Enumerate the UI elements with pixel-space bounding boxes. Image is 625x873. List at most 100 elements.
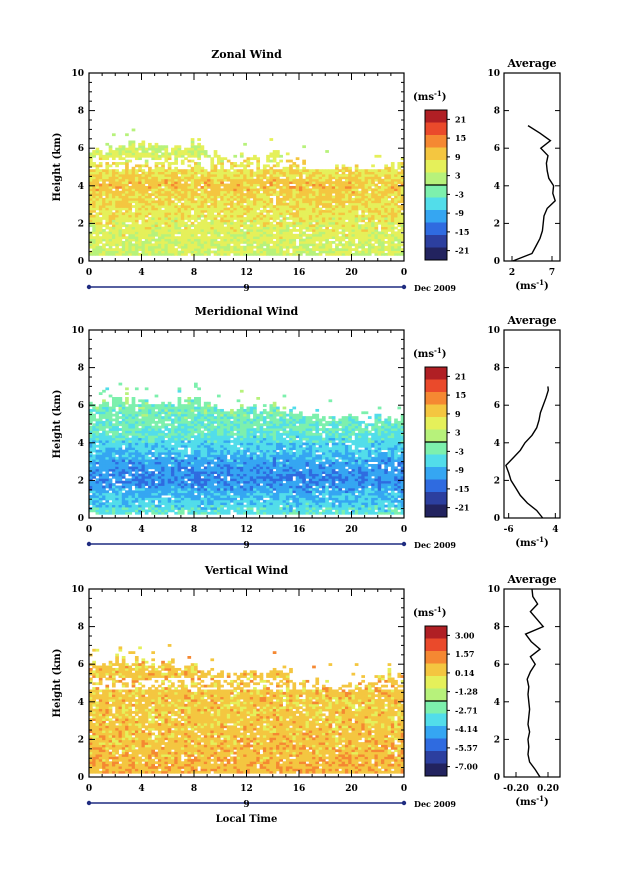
y-tick-label: 6: [78, 144, 84, 154]
average-x-tick-label: 2: [509, 268, 515, 278]
y-tick-label: 0: [78, 257, 84, 267]
x-tick-label: 0: [401, 268, 407, 278]
unit-label: (ms-1): [515, 278, 548, 292]
average-y-tick-label: 4: [494, 698, 500, 708]
unit-label: (ms-1): [413, 346, 446, 360]
panel-title: Meridional Wind: [195, 305, 299, 318]
y-tick-label: 2: [78, 735, 84, 745]
average-y-tick-label: 8: [494, 364, 500, 374]
average-line: [505, 386, 550, 519]
panel-title: Vertical Wind: [204, 564, 289, 577]
unit-label: (ms-1): [413, 605, 446, 619]
date-label: Dec 2009: [414, 283, 456, 293]
y-tick-label: 0: [78, 773, 84, 783]
average-title: Average: [506, 57, 556, 70]
colorbar-tick-label: -9: [455, 208, 464, 218]
y-tick-label: 8: [78, 364, 84, 374]
colorbar: (ms-1) 3.00 1.57 0.14 -1.28 -2.71 -4.14 -5.57 -7…: [413, 605, 478, 777]
average-y-tick-label: 2: [494, 735, 500, 745]
y-axis-label: Height (km): [52, 133, 63, 202]
average-y-tick-label: 10: [487, 69, 500, 79]
average-x-tick-label: 4: [552, 525, 558, 535]
y-axis-label: Height (km): [52, 390, 63, 459]
y-tick-label: 2: [78, 219, 84, 229]
average-line: [512, 125, 557, 262]
average-y-tick-label: 4: [494, 182, 500, 192]
date-label: Dec 2009: [414, 540, 456, 550]
x-tick-label: 4: [138, 268, 144, 278]
colorbar-tick-label: -15: [455, 484, 469, 494]
x-tick-label: 0: [401, 784, 407, 794]
x-tick-label: 20: [345, 784, 358, 794]
x-tick-label: 20: [345, 268, 358, 278]
unit-label: (ms-1): [413, 89, 446, 103]
x-tick-label: 0: [86, 525, 92, 535]
average-x-tick-label: 0.20: [537, 784, 559, 794]
x-axis-label: Local Time: [216, 814, 278, 825]
panel-title: Zonal Wind: [211, 48, 282, 61]
average-x-tick-label: -0.20: [503, 784, 529, 794]
x-tick-label: 20: [345, 525, 358, 535]
y-tick-label: 4: [78, 698, 84, 708]
y-tick-label: 10: [71, 326, 84, 336]
colorbar-tick-label: -1.28: [455, 687, 478, 697]
x-tick-label: 16: [293, 268, 306, 278]
y-tick-label: 2: [78, 476, 84, 486]
colorbar-tick-label: 3: [455, 428, 461, 438]
y-tick-label: 8: [78, 623, 84, 633]
x-tick-label: 12: [240, 268, 253, 278]
x-tick-label: 0: [401, 525, 407, 535]
y-tick-label: 0: [78, 514, 84, 524]
unit-label: (ms-1): [515, 535, 548, 549]
x-tick-label: 4: [138, 784, 144, 794]
colorbar-tick-label: -3: [455, 189, 464, 199]
y-tick-label: 10: [71, 585, 84, 595]
colorbar-tick-label: 1.57: [455, 649, 474, 659]
x-tick-label: 12: [240, 784, 253, 794]
average-profile: Average 0 2 4 6 8 10 -6 4 (ms-1): [487, 314, 561, 549]
y-tick-label: 6: [78, 660, 84, 670]
colorbar-tick-label: 3.00: [455, 630, 475, 640]
colorbar-tick-label: -5.57: [455, 743, 478, 753]
wind-field: [89, 644, 405, 774]
y-tick-label: 4: [78, 182, 84, 192]
unit-label: (ms-1): [515, 794, 548, 808]
y-tick-label: 4: [78, 439, 84, 449]
colorbar-tick-label: -21: [455, 246, 469, 256]
average-line: [524, 588, 545, 778]
colorbar-tick-label: 0.14: [455, 668, 475, 678]
day-marker: 9: [243, 284, 249, 294]
x-tick-label: 0: [86, 268, 92, 278]
colorbar-tick-label: 21: [455, 114, 466, 124]
average-y-tick-label: 0: [494, 514, 500, 524]
average-profile: Average 0 2 4 6 8 10 -0.20 0.20(ms-1): [487, 573, 561, 808]
average-y-tick-label: 0: [494, 773, 500, 783]
colorbar-tick-label: -7.00: [455, 762, 478, 772]
average-x-tick-label: -6: [504, 525, 514, 535]
x-tick-label: 12: [240, 525, 253, 535]
colorbar-tick-label: 9: [455, 152, 461, 162]
x-tick-label: 8: [191, 268, 197, 278]
colorbar-tick-label: -4.14: [455, 724, 478, 734]
y-tick-label: 8: [78, 107, 84, 117]
colorbar-tick-label: -21: [455, 503, 469, 513]
average-y-tick-label: 2: [494, 476, 500, 486]
colorbar-tick-label: -9: [455, 465, 464, 475]
x-tick-label: 4: [138, 525, 144, 535]
colorbar-tick-label: -2.71: [455, 705, 478, 715]
colorbar-tick-label: 15: [455, 390, 466, 400]
average-y-tick-label: 8: [494, 107, 500, 117]
x-tick-label: 8: [191, 784, 197, 794]
colorbar: (ms-1) 21 15 9 3 -3 -9 -15 -21: [413, 346, 469, 518]
average-title: Average: [506, 314, 556, 327]
average-y-tick-label: 6: [494, 660, 500, 670]
x-tick-label: 8: [191, 525, 197, 535]
colorbar-tick-label: 15: [455, 133, 466, 143]
average-y-tick-label: 4: [494, 439, 500, 449]
colorbar: (ms-1) 21 15 9 3 -3 -9 -15 -21: [413, 89, 469, 261]
x-tick-label: 16: [293, 525, 306, 535]
x-tick-label: 0: [86, 784, 92, 794]
average-y-tick-label: 10: [487, 585, 500, 595]
colorbar-tick-label: -15: [455, 227, 469, 237]
